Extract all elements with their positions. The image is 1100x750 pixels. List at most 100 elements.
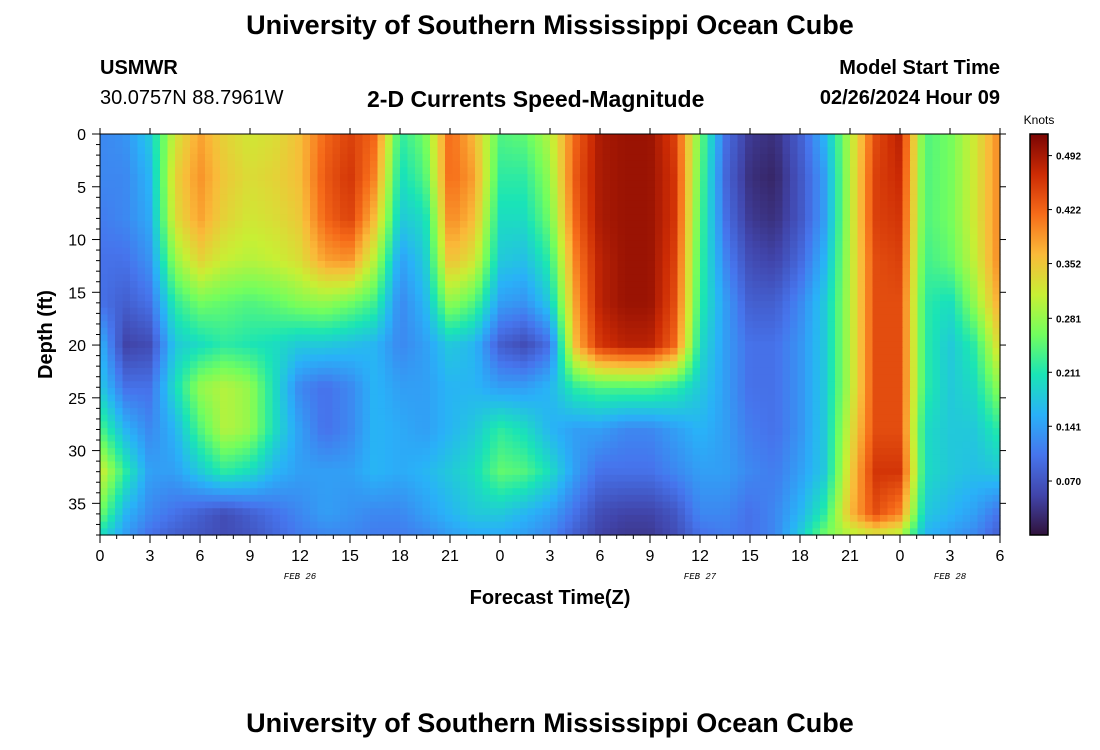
heatmap-cell — [145, 254, 154, 262]
heatmap-cell — [460, 187, 469, 195]
heatmap-cell — [872, 240, 881, 249]
heatmap-cell — [227, 401, 236, 409]
heatmap-cell — [670, 281, 679, 289]
heatmap-cell — [917, 401, 926, 409]
heatmap-cell — [722, 294, 731, 302]
heatmap-cell — [175, 287, 184, 295]
heatmap-cell — [527, 180, 536, 189]
heatmap-cell — [535, 307, 544, 316]
heatmap-cell — [812, 327, 821, 336]
heatmap-cell — [812, 374, 821, 382]
heatmap-cell — [190, 154, 199, 162]
heatmap-cell — [212, 154, 221, 162]
heatmap-cell — [280, 134, 289, 142]
heatmap-cell — [152, 140, 161, 148]
heatmap-cell — [250, 408, 259, 416]
heatmap-cell — [490, 134, 499, 142]
heatmap-cell — [220, 247, 229, 255]
heatmap-cell — [332, 147, 341, 155]
heatmap-cell — [670, 227, 679, 235]
heatmap-cell — [662, 174, 671, 182]
heatmap-cell — [775, 174, 784, 182]
heatmap-cell — [842, 200, 851, 209]
heatmap-cell — [212, 200, 221, 209]
heatmap-cell — [482, 220, 491, 229]
heatmap-cell — [422, 321, 431, 329]
heatmap-cell — [850, 274, 859, 282]
heatmap-cell — [205, 140, 214, 148]
heatmap-cell — [160, 147, 169, 155]
heatmap-cell — [205, 180, 214, 189]
heatmap-cell — [205, 254, 214, 262]
heatmap-cell — [317, 254, 326, 262]
heatmap-cell — [452, 294, 461, 302]
heatmap-cell — [355, 247, 364, 255]
heatmap-cell — [392, 227, 401, 235]
heatmap-cell — [467, 347, 476, 356]
heatmap-cell — [662, 367, 671, 376]
heatmap-cell — [122, 194, 131, 202]
heatmap-cell — [722, 174, 731, 182]
heatmap-cell — [190, 374, 199, 382]
heatmap-cell — [670, 254, 679, 262]
heatmap-cell — [850, 180, 859, 189]
heatmap-cell — [265, 194, 274, 202]
heatmap-cell — [842, 327, 851, 336]
heatmap-cell — [595, 381, 604, 389]
heatmap-cell — [100, 260, 109, 269]
heatmap-cell — [272, 334, 281, 342]
heatmap-cell — [677, 401, 686, 409]
heatmap-cell — [370, 387, 379, 396]
heatmap-cell — [512, 247, 521, 255]
heatmap-cell — [752, 374, 761, 382]
heatmap-cell — [340, 234, 349, 242]
heatmap-cell — [122, 167, 131, 175]
heatmap-cell — [497, 140, 506, 148]
heatmap-cell — [392, 200, 401, 209]
heatmap-cell — [910, 274, 919, 282]
heatmap-cell — [677, 134, 686, 142]
heatmap-cell — [962, 187, 971, 195]
heatmap-cell — [587, 147, 596, 155]
heatmap-cell — [850, 401, 859, 409]
heatmap-cell — [190, 274, 199, 282]
heatmap-cell — [107, 347, 116, 356]
heatmap-cell — [175, 260, 184, 269]
heatmap-cell — [220, 174, 229, 182]
heatmap-cell — [467, 314, 476, 322]
heatmap-cell — [175, 174, 184, 182]
heatmap-cell — [632, 361, 641, 369]
heatmap-cell — [542, 327, 551, 336]
heatmap-cell — [985, 294, 994, 302]
heatmap-cell — [835, 200, 844, 209]
heatmap-cell — [835, 281, 844, 289]
heatmap-cell — [985, 260, 994, 269]
heatmap-cell — [145, 234, 154, 242]
heatmap-cell — [670, 347, 679, 356]
heatmap-cell — [692, 187, 701, 195]
heatmap-cell — [145, 274, 154, 282]
heatmap-cell — [220, 267, 229, 275]
heatmap-cell — [370, 187, 379, 195]
heatmap-cell — [212, 247, 221, 255]
heatmap-cell — [347, 361, 356, 369]
heatmap-cell — [745, 321, 754, 329]
heatmap-cell — [257, 394, 266, 402]
heatmap-cell — [662, 167, 671, 175]
heatmap-cell — [647, 327, 656, 336]
heatmap-cell — [880, 327, 889, 336]
heatmap-cell — [482, 167, 491, 175]
heatmap-cell — [190, 207, 199, 215]
heatmap-cell — [107, 408, 116, 416]
heatmap-cell — [580, 180, 589, 189]
heatmap-cell — [362, 408, 371, 416]
heatmap-cell — [617, 207, 626, 215]
heatmap-cell — [760, 200, 769, 209]
heatmap-cell — [640, 381, 649, 389]
heatmap-cell — [745, 341, 754, 349]
heatmap-cell — [647, 354, 656, 362]
heatmap-cell — [377, 154, 386, 162]
heatmap-cell — [865, 287, 874, 295]
heatmap-cell — [797, 327, 806, 336]
heatmap-cell — [235, 220, 244, 229]
